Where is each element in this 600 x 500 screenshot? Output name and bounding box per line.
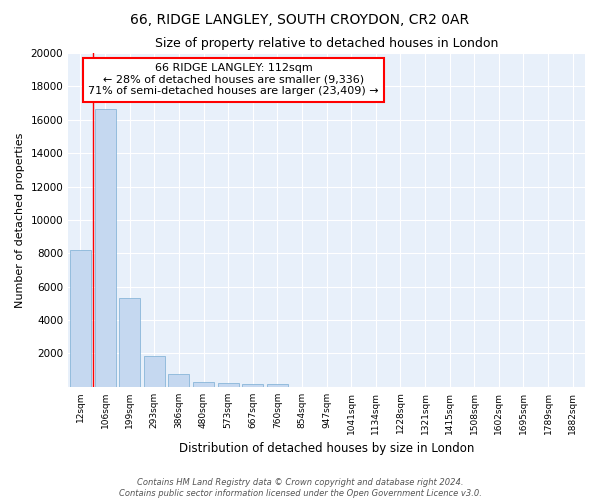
Bar (95, 109, 116, 386)
Text: Contains HM Land Registry data © Crown copyright and database right 2024.
Contai: Contains HM Land Registry data © Crown c… (119, 478, 481, 498)
Title: Size of property relative to detached houses in London: Size of property relative to detached ho… (155, 38, 498, 51)
Bar (242, 384, 263, 386)
Bar (193, 382, 214, 386)
X-axis label: Distribution of detached houses by size in London: Distribution of detached houses by size … (179, 442, 474, 455)
Y-axis label: Number of detached properties: Number of detached properties (15, 132, 25, 308)
Bar (169, 374, 190, 386)
Text: 66, RIDGE LANGLEY, SOUTH CROYDON, CR2 0AR: 66, RIDGE LANGLEY, SOUTH CROYDON, CR2 0A… (130, 12, 470, 26)
Bar (119, 298, 140, 386)
Bar (144, 356, 165, 386)
Text: 66 RIDGE LANGLEY: 112sqm
← 28% of detached houses are smaller (9,336)
71% of sem: 66 RIDGE LANGLEY: 112sqm ← 28% of detach… (88, 63, 379, 96)
Bar (70, 250, 91, 386)
Bar (267, 384, 288, 386)
Bar (218, 384, 239, 386)
